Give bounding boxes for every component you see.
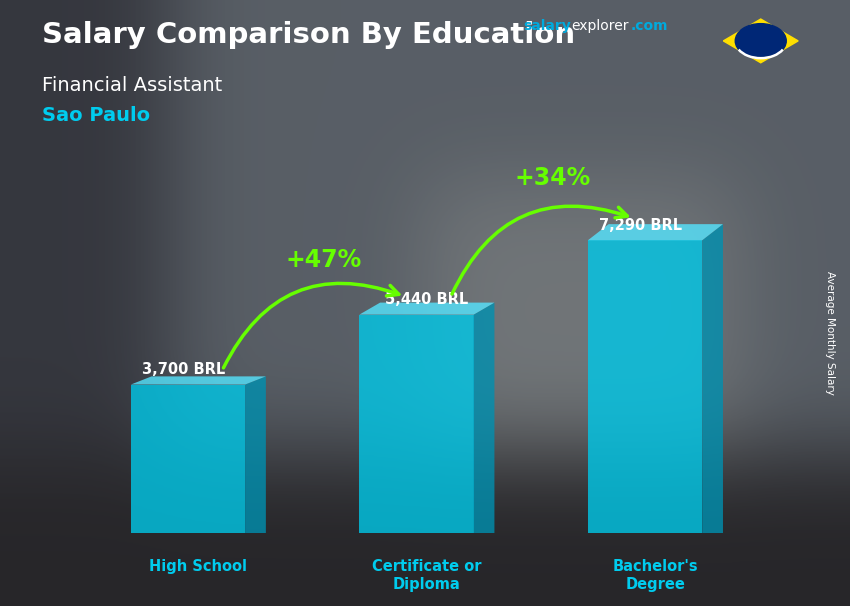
Polygon shape [360,302,495,315]
Text: +34%: +34% [514,166,591,190]
Text: 7,290 BRL: 7,290 BRL [599,218,683,233]
Text: Sao Paulo: Sao Paulo [42,106,150,125]
Text: .com: .com [631,19,668,33]
Text: salary: salary [523,19,570,33]
Polygon shape [473,302,495,533]
Text: explorer: explorer [571,19,629,33]
Polygon shape [723,19,798,63]
Text: Salary Comparison By Education: Salary Comparison By Education [42,21,575,49]
Polygon shape [588,240,702,533]
Polygon shape [588,224,723,240]
Text: Bachelor's
Degree: Bachelor's Degree [613,559,698,592]
Polygon shape [245,376,266,533]
Text: High School: High School [150,559,247,574]
Circle shape [735,24,786,58]
Text: 3,700 BRL: 3,700 BRL [142,362,225,378]
Text: Average Monthly Salary: Average Monthly Salary [824,271,835,395]
Polygon shape [131,376,266,385]
Text: 5,440 BRL: 5,440 BRL [385,292,468,307]
Polygon shape [702,224,723,533]
Polygon shape [360,315,473,533]
Text: Certificate or
Diploma: Certificate or Diploma [372,559,482,592]
Text: Financial Assistant: Financial Assistant [42,76,223,95]
Polygon shape [131,385,245,533]
Text: +47%: +47% [286,248,362,272]
